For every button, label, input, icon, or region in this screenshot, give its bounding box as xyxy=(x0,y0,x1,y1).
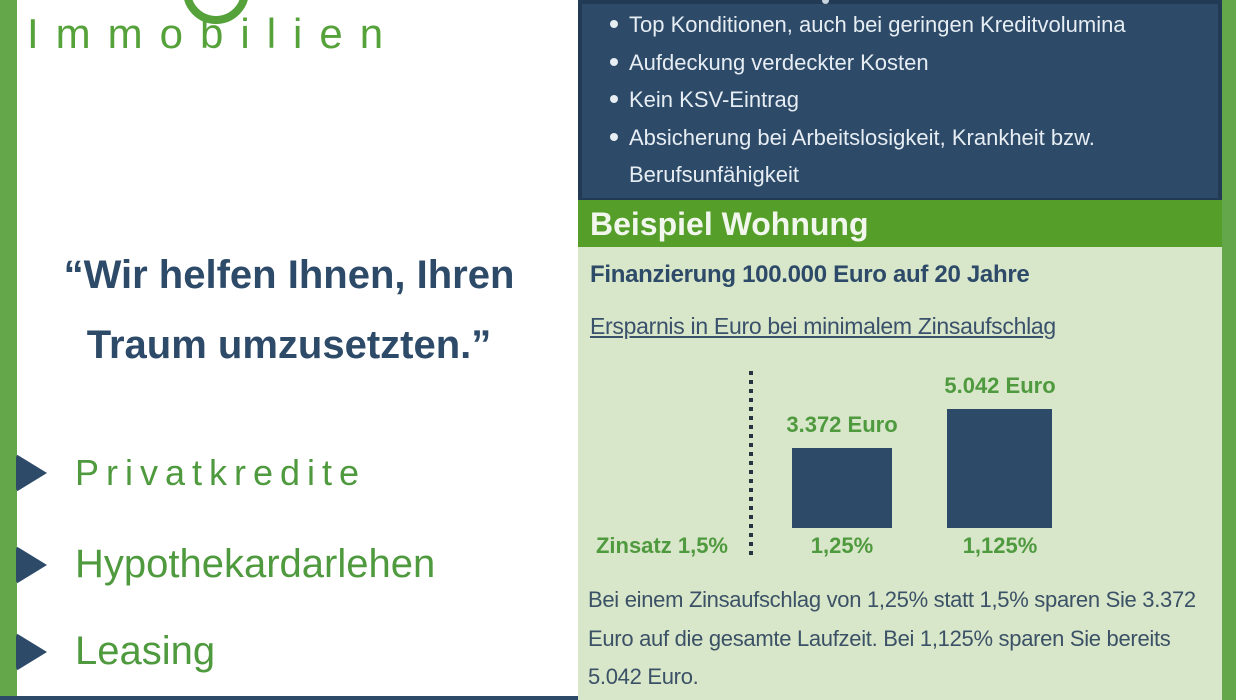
service-item-hypothekardarlehen: Hypothekardarlehen xyxy=(16,542,435,587)
arrow-right-icon xyxy=(16,632,47,671)
bullet-icon xyxy=(610,20,618,28)
service-item-privatkredite: Privatkredite xyxy=(16,452,366,494)
bar-category-label: 1,25% xyxy=(810,533,874,558)
list-item: Aufdeckung verdeckter Kosten xyxy=(610,44,1198,82)
note-line-2: Euro auf die gesamte Laufzeit. Bei 1,125… xyxy=(588,625,1171,651)
note-line-1: Bei einem Zinsaufschlag von 1,25% statt … xyxy=(588,587,1196,612)
service-label: Hypothekardarlehen xyxy=(75,542,436,586)
benefits-panel: Top Konditionen, auch bei geringen Kredi… xyxy=(578,0,1222,202)
savings-subheading: Ersparnis in Euro bei minimalem Zinsaufs… xyxy=(590,313,1056,339)
bullet-icon xyxy=(610,57,618,66)
bar-category-label: 1,125% xyxy=(962,533,1038,558)
quote-line-1: “Wir helfen Ihnen, Ihren xyxy=(63,253,515,297)
example-banner: Beispiel Wohnung xyxy=(578,200,1222,247)
brand-logo-text: Immobilien xyxy=(27,10,401,57)
arrow-right-icon xyxy=(16,545,47,584)
chart-bar-1-125 xyxy=(947,409,1052,528)
left-green-edge-bar xyxy=(0,0,17,696)
chart-bar-1-25 xyxy=(792,448,892,528)
benefit-text: Top Konditionen, auch bei geringen Kredi… xyxy=(629,12,1126,37)
benefit-text: Aufdeckung verdeckter Kosten xyxy=(629,49,929,75)
service-item-leasing: Leasing xyxy=(16,629,215,674)
service-label: Leasing xyxy=(75,629,216,673)
arrow-right-icon xyxy=(16,454,47,492)
quote-text: “Wir helfen Ihnen, Ihren Traum umzusetzt… xyxy=(20,240,558,380)
benefit-text: Kein KSV-Eintrag xyxy=(629,87,799,112)
bottom-footer-strip xyxy=(0,696,578,700)
list-item: Kein KSV-Eintrag xyxy=(610,81,1198,119)
bar-value-label: 3.372 Euro xyxy=(786,412,898,437)
bullet-icon xyxy=(610,132,618,141)
list-item: Top Konditionen, auch bei geringen Kredi… xyxy=(610,6,1198,44)
service-label: Privatkredite xyxy=(75,452,367,493)
list-item: Absicherung bei Arbeitslosigkeit, Krankh… xyxy=(610,119,1198,194)
baseline-label: Zinsatz 1,5% xyxy=(595,533,728,558)
quote-line-2: Traum umzusetzten.” xyxy=(86,323,492,367)
baseline-dotted-line xyxy=(749,371,753,559)
savings-note: Bei einem Zinsaufschlag von 1,25% statt … xyxy=(588,581,1196,697)
note-line-3: 5.042 Euro. xyxy=(588,664,699,689)
example-panel: Finanzierung 100.000 Euro auf 20 Jahre E… xyxy=(578,247,1222,700)
bar-value-label: 5.042 Euro xyxy=(944,373,1056,398)
benefit-text: Absicherung bei Arbeitslosigkeit, Krankh… xyxy=(629,124,1095,188)
banner-title: Beispiel Wohnung xyxy=(590,206,869,242)
benefits-list: Top Konditionen, auch bei geringen Kredi… xyxy=(582,4,1218,194)
clipped-text-fragment xyxy=(822,0,829,4)
financing-heading: Finanzierung 100.000 Euro auf 20 Jahre xyxy=(590,261,1030,288)
right-green-edge-bar xyxy=(1222,0,1236,700)
bullet-icon xyxy=(610,95,618,103)
